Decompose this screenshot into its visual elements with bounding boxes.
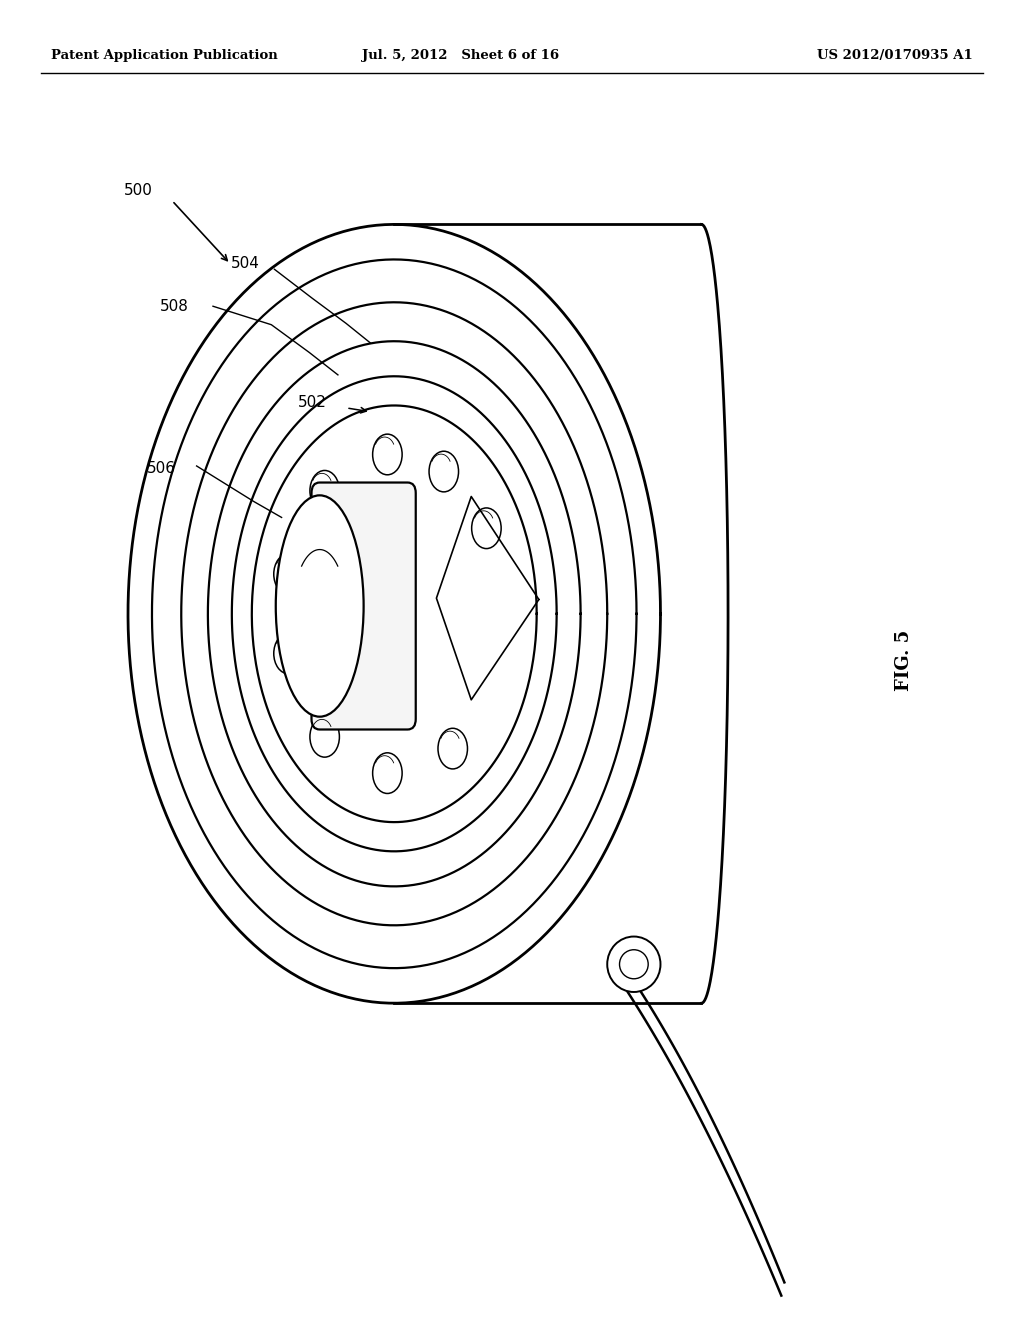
Text: US 2012/0170935 A1: US 2012/0170935 A1 [817, 49, 973, 62]
Ellipse shape [273, 634, 303, 673]
Ellipse shape [373, 752, 402, 793]
Text: 504: 504 [231, 256, 260, 272]
Text: Patent Application Publication: Patent Application Publication [51, 49, 278, 62]
Ellipse shape [472, 508, 501, 549]
Text: 500: 500 [124, 182, 153, 198]
Ellipse shape [275, 495, 364, 717]
Text: 508: 508 [160, 298, 188, 314]
Ellipse shape [607, 937, 660, 993]
FancyBboxPatch shape [311, 483, 416, 730]
Ellipse shape [438, 729, 468, 770]
Ellipse shape [310, 470, 339, 511]
Ellipse shape [429, 451, 459, 492]
Text: Jul. 5, 2012   Sheet 6 of 16: Jul. 5, 2012 Sheet 6 of 16 [362, 49, 559, 62]
Text: 506: 506 [147, 461, 176, 477]
Ellipse shape [310, 717, 339, 758]
Ellipse shape [373, 434, 402, 475]
Ellipse shape [620, 950, 648, 979]
Text: 502: 502 [298, 395, 327, 411]
Ellipse shape [273, 554, 303, 594]
Text: FIG. 5: FIG. 5 [895, 630, 913, 690]
